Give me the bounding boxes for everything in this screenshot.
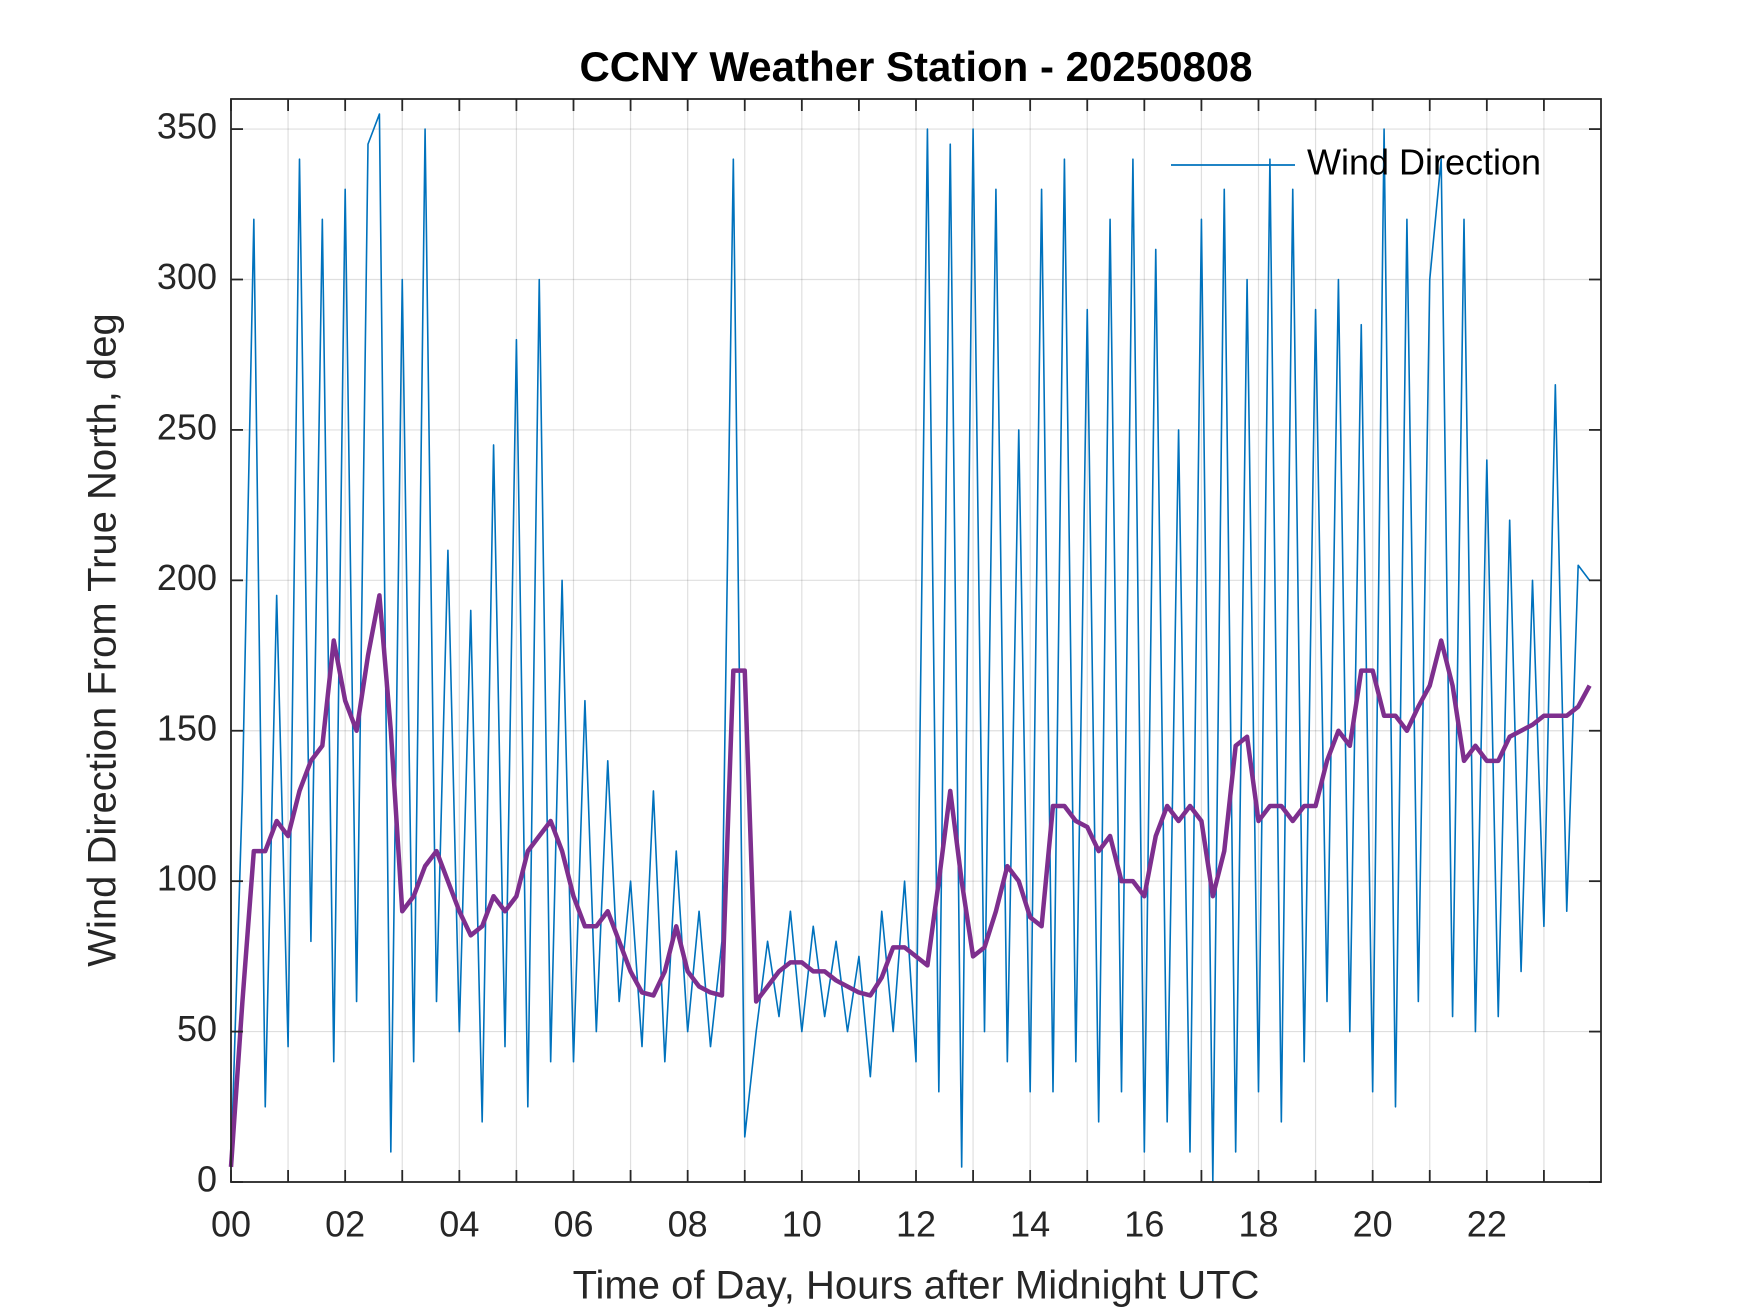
x-tick-label: 02 — [325, 1204, 365, 1245]
y-tick-label: 200 — [157, 557, 217, 598]
x-tick-label: 10 — [782, 1204, 822, 1245]
legend-label: Wind Direction — [1307, 142, 1541, 183]
x-axis-label: Time of Day, Hours after Midnight UTC — [573, 1264, 1260, 1308]
x-tick-label: 06 — [553, 1204, 593, 1245]
x-tick-label: 00 — [211, 1204, 251, 1245]
y-axis-label: Wind Direction From True North, deg — [81, 313, 125, 967]
x-tick-label: 12 — [896, 1204, 936, 1245]
y-tick-label: 300 — [157, 256, 217, 297]
x-tick-label: 20 — [1353, 1204, 1393, 1245]
y-tick-label: 350 — [157, 106, 217, 147]
y-tick-label: 50 — [177, 1008, 217, 1049]
y-tick-label: 100 — [157, 858, 217, 899]
x-tick-label: 04 — [439, 1204, 479, 1245]
x-tick-label: 16 — [1124, 1204, 1164, 1245]
x-tick-label: 14 — [1010, 1204, 1050, 1245]
y-tick-label: 250 — [157, 406, 217, 447]
y-tick-label: 150 — [157, 707, 217, 748]
data-line — [230, 113, 1591, 1183]
chart-title: CCNY Weather Station - 20250808 — [579, 43, 1252, 90]
x-tick-label: 08 — [668, 1204, 708, 1245]
y-tick-label: 0 — [197, 1159, 217, 1200]
x-tick-label: 18 — [1238, 1204, 1278, 1245]
data-line — [228, 593, 1592, 1168]
x-tick-label: 22 — [1467, 1204, 1507, 1245]
